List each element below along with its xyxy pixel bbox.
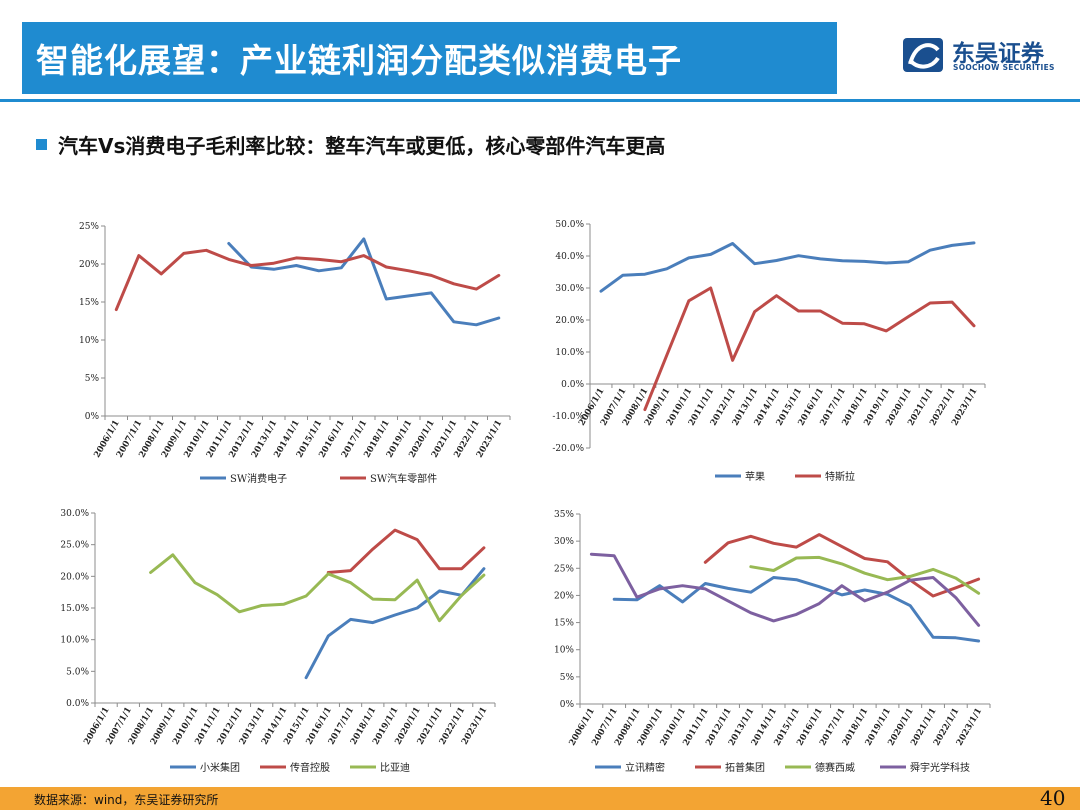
y-tick-label: 50.0% [555,220,584,230]
series-line [589,552,981,627]
logo-mark-icon [903,38,943,72]
y-tick-label: 20.0% [60,572,89,582]
chart-apple-vs-tesla: -20.0% -10.0% 0.0% 10.0% 20.0% 30.0% 40.0% 50.0… [552,220,986,483]
y-tick-label: 25% [554,564,574,574]
series-line [599,241,976,293]
legend-label: 立讯精密 [625,761,665,774]
logo-chinese-name: 东吴证券 [952,41,1044,67]
page-number: 40 [1040,786,1066,810]
y-tick-label: 10% [554,646,574,656]
y-tick-label: 5% [85,374,100,384]
footer-bar [0,787,1080,810]
legend-label: 德赛西威 [815,761,855,774]
y-tick-label: 20% [554,591,574,601]
title-bar: 智能化展望：产业链利润分配类似消费电子 [22,22,837,94]
company-logo: 东吴证券 SOOCHOW SECURITIES [902,36,1062,76]
y-tick-label: 0.0% [561,380,584,390]
y-tick-label: 15.0% [60,604,89,614]
legend-label: 苹果 [745,470,765,483]
y-tick-label: 35% [554,510,574,520]
y-tick-label: 5% [560,673,575,683]
legend-label: SW消费电子 [230,472,287,485]
y-tick-label: 25% [79,222,99,232]
y-tick-label: 15% [554,619,574,629]
y-tick-label: 0% [85,412,100,422]
logo-english-name: SOOCHOW SECURITIES [953,63,1055,72]
chart-xiaomi-transsion-byd: 0.0%5.0%10.0%15.0%20.0%25.0%30.0%2006/1/… [60,509,496,774]
chart-consumer-electronics-vs-auto-parts: 0%5%10%15%20%25%2006/1/12007/1/12008/1/1… [79,222,511,485]
series-line [304,567,486,680]
legend-label: 比亚迪 [380,762,410,774]
y-tick-label: 10% [79,336,99,346]
y-tick-label: 30% [554,537,574,547]
page-title: 智能化展望：产业链利润分配类似消费电子 [36,41,682,80]
legend-label: 传音控股 [290,761,330,774]
series-line [749,555,981,595]
y-tick-label: 5.0% [66,667,89,677]
bullet-square-icon [36,139,47,150]
y-tick-label: 0.0% [66,699,89,709]
legend-label: 特斯拉 [825,470,855,483]
y-tick-label: 0% [560,700,575,710]
y-tick-label: 15% [79,298,99,308]
series-line [326,528,486,574]
y-tick-label: -20.0% [552,444,584,454]
y-tick-label: 40.0% [555,252,584,262]
series-line [149,553,486,623]
y-tick-label: 30.0% [60,509,89,519]
series-line [114,248,501,312]
y-tick-label: 25.0% [60,541,89,551]
y-tick-label: 10.0% [60,636,89,646]
series-line [703,533,981,598]
legend-label: 舜宇光学科技 [910,761,970,774]
y-tick-label: -10.0% [552,412,584,422]
series-line [643,286,976,412]
y-tick-label: 20% [79,260,99,270]
legend-label: 拓普集团 [725,761,765,774]
y-tick-label: 20.0% [555,316,584,326]
data-source: 数据来源：wind，东吴证券研究所 [34,793,219,807]
legend-label: SW汽车零部件 [370,472,437,485]
y-tick-label: 10.0% [555,348,584,358]
legend-label: 小米集团 [200,761,240,774]
section-subtitle: 汽车Vs消费电子毛利率比较：整车汽车或更低，核心零部件汽车更高 [58,134,666,158]
series-line [227,237,501,327]
chart-luxshare-tuopu-desay-sunny: 0%5%10%15%20%25%30%35%2006/1/12007/1/120… [554,510,991,774]
series-line [612,576,981,643]
title-underline [0,99,1080,102]
y-tick-label: 30.0% [555,284,584,294]
